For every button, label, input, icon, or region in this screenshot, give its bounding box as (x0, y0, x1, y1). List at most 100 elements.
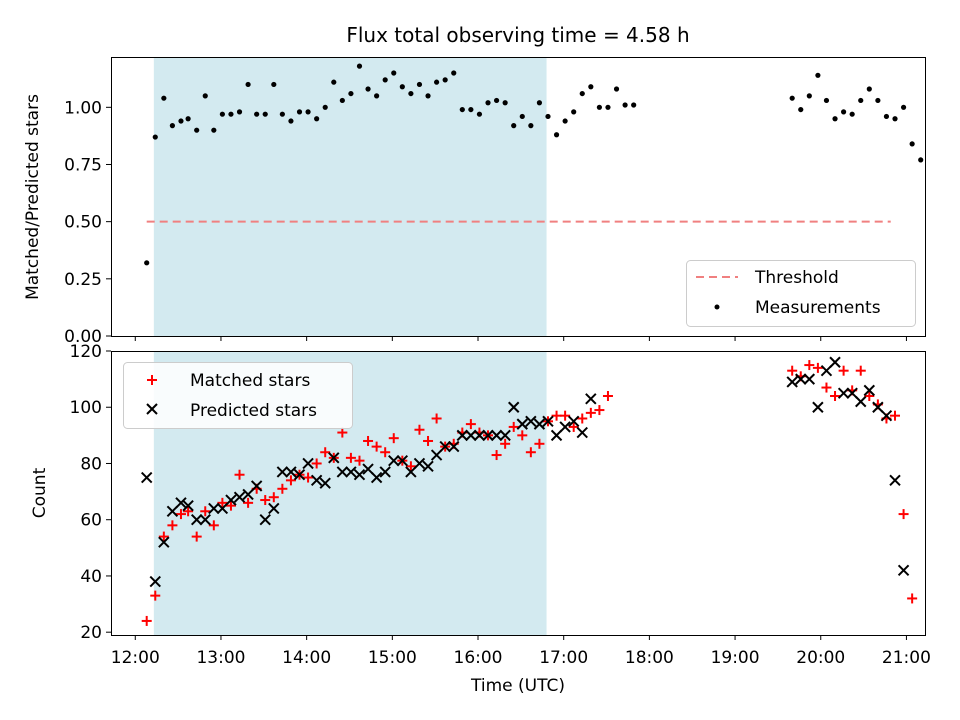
measurement-point (442, 77, 448, 83)
measurement-point (339, 97, 345, 104)
matched-star-point (855, 365, 866, 376)
matched-star-point (517, 430, 528, 441)
predicted-star-point (379, 466, 391, 478)
predicted-star-point (456, 429, 469, 442)
predicted-star-point (837, 387, 850, 399)
top-y-tick-label: 1.00 (64, 98, 102, 118)
matched-star-point (508, 421, 519, 432)
bottom-y-tick-label: 40 (80, 567, 102, 587)
matched-star-point (890, 410, 901, 421)
bottom-legend: Matched stars Predicted stars (123, 362, 353, 429)
bottom-y-tick-label: 60 (80, 511, 102, 531)
matched-star-point (311, 458, 322, 469)
legend-predicted-label: Predicted stars (190, 401, 317, 421)
predicted-star-point (872, 401, 884, 413)
predicted-star-point (812, 401, 824, 413)
predicted-star-point (328, 452, 340, 464)
x-tick-label: 16:00 (454, 648, 503, 668)
bottom-axes-frame (111, 351, 926, 636)
predicted-star-point (508, 401, 520, 413)
measurement-point (528, 123, 534, 129)
measurement-point (219, 111, 225, 117)
measurement-point (815, 72, 821, 78)
measurement-point (613, 86, 620, 92)
predicted-star-point (550, 429, 563, 442)
measurement-point (356, 63, 363, 69)
bottom-y-tick-label: 120 (70, 342, 102, 362)
predicted-star-point (803, 373, 816, 385)
matched-star-point (225, 500, 236, 511)
matched-star-point (277, 483, 288, 494)
measurement-point (194, 127, 200, 133)
measurement-point (391, 70, 397, 76)
predicted-star-point (829, 356, 841, 368)
measurement-point (161, 95, 167, 101)
measurement-point (228, 111, 234, 117)
matched-star-point (907, 593, 918, 604)
predicted-star-point (293, 469, 306, 481)
predicted-star-point (786, 376, 798, 388)
measurement-point (382, 77, 388, 83)
predicted-star-point (473, 429, 486, 442)
predicted-star-point (319, 477, 331, 489)
predicted-star-point (370, 471, 383, 484)
legend-measurements-label: Measurements (755, 298, 881, 318)
predicted-star-point (268, 502, 280, 515)
measurement-point (553, 132, 560, 138)
predicted-star-point (250, 480, 263, 492)
matched-star-point (337, 427, 348, 438)
bottom-y-tick-label: 100 (70, 398, 102, 418)
measurement-point (202, 93, 208, 99)
measurement-point (511, 123, 517, 129)
measurement-point (798, 106, 804, 113)
predicted-star-point (490, 429, 503, 442)
predicted-star-point (863, 384, 876, 397)
x-tick-label: 21:00 (882, 648, 931, 668)
measurement-point (331, 79, 337, 85)
measurement-point (588, 84, 594, 90)
legend-predicted-swatch (146, 403, 158, 415)
predicted-star-point (353, 469, 366, 481)
predicted-star-point (880, 409, 893, 422)
measurement-point (502, 100, 508, 106)
measurement-point (883, 113, 890, 120)
measurement-point (279, 111, 285, 117)
measurement-point (374, 93, 380, 99)
measurement-point (485, 100, 491, 106)
predicted-star-point (439, 440, 451, 453)
predicted-star-point (465, 429, 477, 442)
predicted-star-point (542, 415, 554, 428)
matched-star-point (371, 441, 382, 452)
measurement-point (605, 104, 611, 110)
predicted-star-point (345, 466, 357, 478)
predicted-star-point (405, 466, 417, 478)
x-tick-label: 15:00 (368, 648, 417, 668)
top-y-tick-label: 0.75 (64, 155, 102, 175)
predicted-star-point (525, 415, 537, 428)
x-tick-label: 12:00 (111, 648, 160, 668)
measurement-point (425, 93, 431, 99)
measurement-point (909, 141, 915, 147)
measurement-point (832, 116, 838, 122)
matched-star-point (354, 455, 365, 466)
matched-star-point (534, 438, 545, 449)
matched-star-point (864, 390, 875, 401)
matched-star-point (465, 419, 476, 430)
top-legend-box (686, 260, 916, 327)
matched-star-point (208, 520, 219, 531)
matched-star-point (585, 407, 596, 418)
top-y-tick-label: 0.50 (64, 213, 102, 233)
measurement-point (348, 90, 354, 97)
predicted-star-point (233, 491, 246, 503)
matched-star-point (804, 360, 815, 371)
matched-star-point (200, 506, 211, 517)
measurement-point (236, 109, 243, 115)
measurement-point (178, 118, 184, 124)
measurement-point (314, 116, 320, 122)
bottom-y-tick-label: 80 (80, 454, 102, 474)
top-axes-frame (111, 57, 926, 337)
matched-star-point (423, 435, 434, 446)
matched-star-point (405, 461, 416, 472)
x-tick-label: 14:00 (282, 648, 331, 668)
matched-star-point (363, 435, 374, 446)
